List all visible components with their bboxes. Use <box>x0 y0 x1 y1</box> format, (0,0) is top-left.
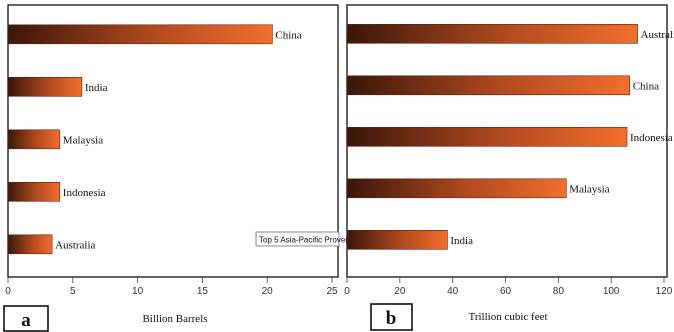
bar-label-indonesia: Indonesia <box>63 187 106 199</box>
panel-a-x-axis-title: Billion Barrels <box>142 313 207 325</box>
bar-malaysia <box>346 178 567 199</box>
bar-india <box>346 230 448 250</box>
bar-indonesia <box>7 182 61 202</box>
tick-label: 100 <box>603 286 620 297</box>
tick-label: 120 <box>656 286 673 297</box>
bar-australi <box>346 23 638 44</box>
panel-a-letter-box <box>3 305 49 332</box>
tick-label: 15 <box>197 286 209 297</box>
bar-china <box>346 75 631 96</box>
panel-b-x-axis-title: Trillion cubic feet <box>468 311 547 323</box>
panel-a-annotation: Top 5 Asia-Pacific Proven Oil <box>255 231 362 247</box>
bar-label-australi: Australi <box>641 29 674 41</box>
tick-label: 10 <box>132 286 144 297</box>
tick-label: 0 <box>5 286 11 297</box>
tick-label: 60 <box>500 286 512 297</box>
bar-label-china: China <box>633 80 659 92</box>
panel-b-letter: b <box>386 308 397 329</box>
tick-label: 40 <box>447 286 459 297</box>
bar-label-australia: Australia <box>55 239 95 251</box>
bar-label-india: India <box>85 82 108 94</box>
tick-label: 20 <box>262 286 274 297</box>
bar-china <box>7 24 273 45</box>
panel-b-letter-box <box>370 303 413 331</box>
tick-label: 20 <box>394 286 406 297</box>
tick-label: 5 <box>70 286 76 297</box>
bar-label-india: India <box>450 235 473 247</box>
panel-a-x-ticks: 0 5 10 15 20 25 <box>5 277 338 297</box>
bar-label-malaysia: Malaysia <box>63 134 103 146</box>
tick-label: 80 <box>553 286 565 297</box>
panel-a: China India Malaysia Indonesia Australia 0 5 1… <box>3 4 362 332</box>
tick-label: 0 <box>344 286 350 297</box>
bar-indonesia <box>346 127 628 147</box>
panel-a-bars: China India Malaysia Indonesia Australia <box>7 24 302 255</box>
bar-label-malaysia: Malaysia <box>569 183 609 195</box>
bar-label-china: China <box>275 29 301 41</box>
bar-malaysia <box>7 129 61 150</box>
bar-india <box>7 77 83 97</box>
panel-b-bars: Australi China Indonesia Malaysia India <box>346 23 674 250</box>
panel-a-letter: a <box>21 310 31 331</box>
panel-b-x-ticks: 0 20 40 60 80 100 120 <box>344 277 673 297</box>
bar-australia <box>7 234 53 255</box>
tick-label: 25 <box>326 286 338 297</box>
panel-b: Australi China Indonesia Malaysia India 0 20 4… <box>344 4 674 331</box>
annotation-text: Top 5 Asia-Pacific Proven Oil <box>259 236 362 245</box>
bar-label-indonesia: Indonesia <box>630 132 673 144</box>
